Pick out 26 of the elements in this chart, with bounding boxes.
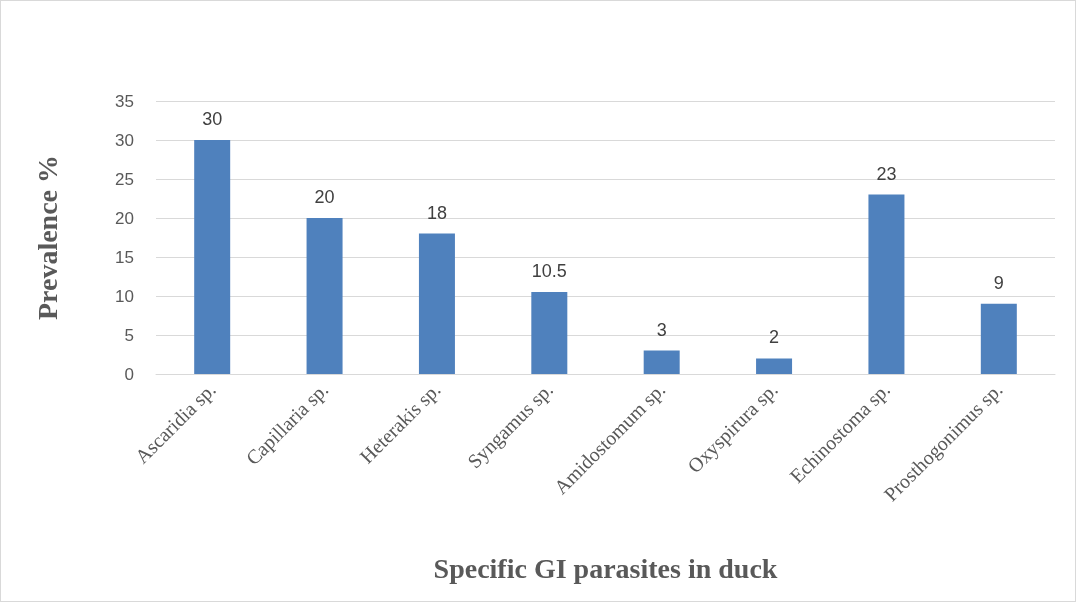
y-axis-title: Prevalence % <box>31 154 63 321</box>
y-tick-label: 30 <box>115 130 134 150</box>
bar <box>980 303 1017 374</box>
bar <box>756 358 793 374</box>
y-tick-label: 25 <box>115 169 134 189</box>
data-label: 30 <box>202 109 223 129</box>
bar <box>194 140 231 374</box>
data-label: 18 <box>426 202 447 223</box>
data-label: 3 <box>656 319 667 340</box>
y-tick-label: 10 <box>115 286 134 306</box>
data-label: 23 <box>876 163 897 184</box>
bar <box>868 194 905 374</box>
y-tick-label: 0 <box>124 364 134 384</box>
data-label: 2 <box>769 327 780 348</box>
bar <box>531 292 568 374</box>
x-axis-title: Specific GI parasites in duck <box>433 552 778 584</box>
y-tick-label: 35 <box>115 91 134 111</box>
y-tick-label: 15 <box>115 247 134 267</box>
y-tick-label: 5 <box>124 325 134 345</box>
data-label: 20 <box>314 187 335 207</box>
data-label: 9 <box>993 272 1004 293</box>
bar <box>306 218 343 374</box>
bar <box>418 233 455 374</box>
bar <box>643 350 680 374</box>
data-label: 10.5 <box>531 261 567 282</box>
y-tick-label: 20 <box>115 208 134 228</box>
